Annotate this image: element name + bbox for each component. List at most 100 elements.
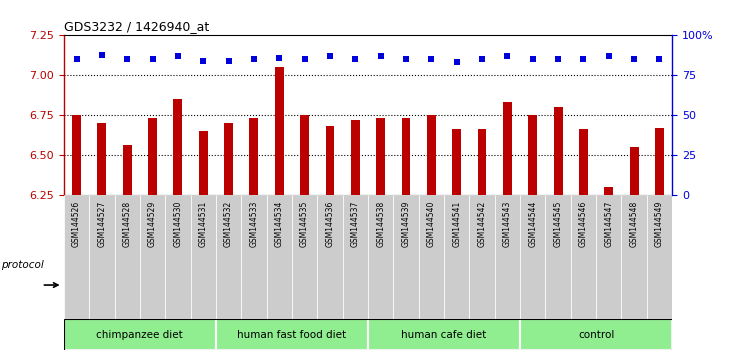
Text: chimpanzee diet: chimpanzee diet [96,330,183,339]
Bar [368,195,394,319]
Text: GSM144537: GSM144537 [351,201,360,247]
Bar [199,131,208,195]
Bar [655,128,664,195]
Text: GSM144527: GSM144527 [98,201,107,247]
Bar [394,195,419,319]
Bar [148,118,157,195]
Bar [292,195,317,319]
Point [425,56,437,62]
Text: human cafe diet: human cafe diet [401,330,487,339]
Bar [216,195,241,319]
Bar [478,129,487,195]
Text: GSM144542: GSM144542 [478,201,487,247]
Bar [579,129,588,195]
Point [172,53,184,59]
Text: GSM144526: GSM144526 [72,201,81,247]
Bar [520,319,672,350]
Text: human fast food diet: human fast food diet [237,330,346,339]
Bar [115,195,140,319]
Bar [545,195,571,319]
Bar [528,115,537,195]
Bar [216,319,368,350]
Point [578,56,590,62]
Point [451,59,463,65]
Bar [64,319,216,350]
Text: GSM144532: GSM144532 [224,201,233,247]
Bar [89,195,115,319]
Text: GSM144533: GSM144533 [249,201,258,247]
Bar [427,115,436,195]
Point [96,52,108,57]
Text: GSM144531: GSM144531 [199,201,208,247]
Point [349,56,361,62]
Point [71,56,83,62]
Bar [325,126,334,195]
Point [628,56,640,62]
Text: GSM144540: GSM144540 [427,201,436,247]
Bar [275,67,284,195]
Bar [173,99,182,195]
Point [502,53,514,59]
Text: GSM144546: GSM144546 [579,201,588,247]
Point [121,56,133,62]
Bar [605,187,614,195]
Point [603,53,615,59]
Point [552,56,564,62]
Point [526,56,538,62]
Text: GDS3232 / 1426940_at: GDS3232 / 1426940_at [64,20,209,33]
Bar [629,147,638,195]
Bar [191,195,216,319]
Point [324,53,336,59]
Point [248,56,260,62]
Bar [351,120,360,195]
Text: GSM144535: GSM144535 [300,201,309,247]
Bar [165,195,191,319]
Text: GSM144530: GSM144530 [173,201,182,247]
Text: GSM144539: GSM144539 [402,201,411,247]
Bar [553,107,562,195]
Bar [241,195,267,319]
Point [273,55,285,61]
Bar [224,123,233,195]
Bar [571,195,596,319]
Bar [495,195,520,319]
Bar [469,195,495,319]
Point [198,58,210,64]
Text: GSM144534: GSM144534 [275,201,284,247]
Text: GSM144548: GSM144548 [629,201,638,247]
Text: GSM144529: GSM144529 [148,201,157,247]
Text: GSM144549: GSM144549 [655,201,664,247]
Text: GSM144543: GSM144543 [503,201,512,247]
Bar [647,195,672,319]
Point [400,56,412,62]
Point [476,56,488,62]
Bar [318,195,342,319]
Bar [72,115,81,195]
Point [222,58,234,64]
Bar [520,195,545,319]
Bar [300,115,309,195]
Text: GSM144547: GSM144547 [605,201,614,247]
Bar [444,195,469,319]
Point [146,56,158,62]
Bar [621,195,647,319]
Bar [452,129,461,195]
Text: GSM144528: GSM144528 [122,201,131,247]
Bar [267,195,292,319]
Bar [98,123,107,195]
Point [653,56,665,62]
Point [299,56,311,62]
Bar [376,118,385,195]
Bar [342,195,368,319]
Text: protocol: protocol [2,260,44,270]
Bar [503,102,512,195]
Bar [402,118,411,195]
Point [375,53,387,59]
Bar [596,195,622,319]
Bar [368,319,520,350]
Bar [140,195,165,319]
Bar [64,195,89,319]
Text: GSM144536: GSM144536 [325,201,334,247]
Bar [122,145,131,195]
Text: GSM144544: GSM144544 [528,201,537,247]
